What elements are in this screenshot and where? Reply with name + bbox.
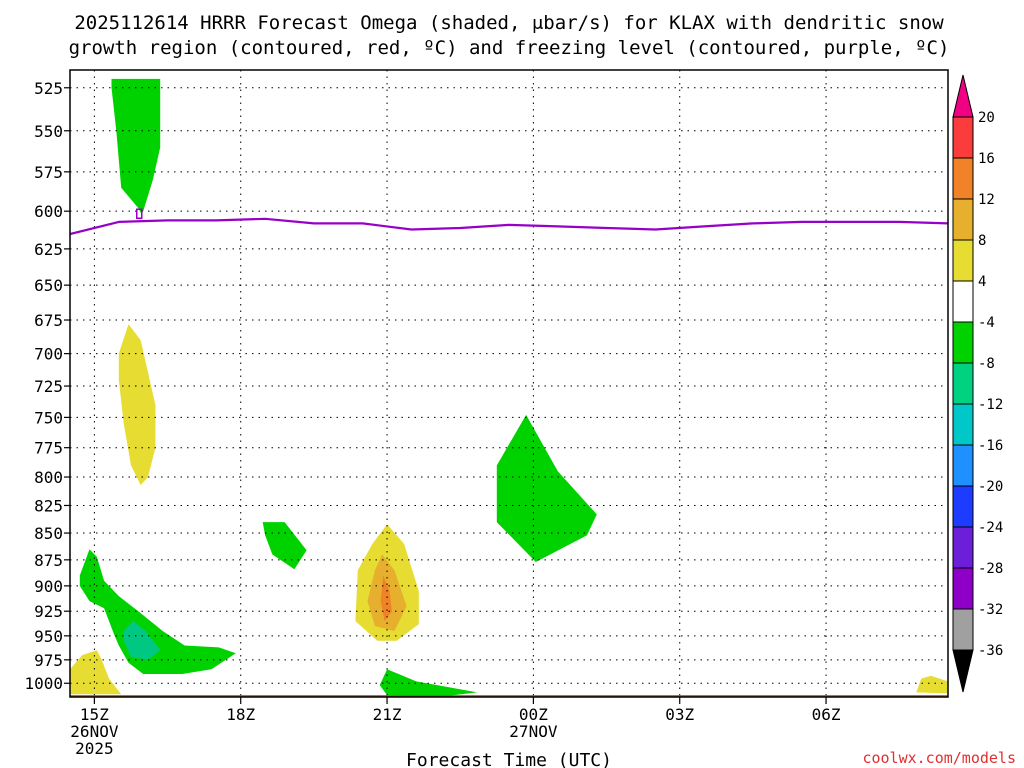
x-axis-label: Forecast Time (UTC) xyxy=(406,750,612,768)
omega-region-evening-sinking-strong xyxy=(380,575,392,622)
x-tick-label: 2025 xyxy=(75,739,114,758)
y-tick-label: 775 xyxy=(34,439,63,458)
omega-region-surface-sinking-w xyxy=(70,650,122,695)
y-tick-label: 625 xyxy=(34,240,63,259)
y-tick-label: 525 xyxy=(34,79,63,98)
x-tick-label: 18Z xyxy=(226,705,255,724)
y-tick-label: 975 xyxy=(34,651,63,670)
chart-title-line-1: 2025112614 HRRR Forecast Omega (shaded, … xyxy=(74,12,944,34)
omega-region-mid-sinking xyxy=(118,324,156,486)
omega-region-upper-ascent xyxy=(111,78,161,213)
colorbar-bin xyxy=(952,567,974,610)
y-tick-label: 825 xyxy=(34,496,63,515)
site-credit[interactable]: coolwx.com/models xyxy=(862,749,1016,767)
y-tick-label: 650 xyxy=(34,276,63,295)
colorbar-bin xyxy=(952,321,974,364)
omega-region-low-ascent-core xyxy=(123,621,161,660)
y-tick-label: 900 xyxy=(34,577,63,596)
chart-title-line-2: growth region (contoured, red, ºC) and f… xyxy=(69,37,950,59)
ground-surface xyxy=(70,695,948,697)
colorbar-bin xyxy=(952,239,974,282)
colorbar-tick-label: 8 xyxy=(978,233,986,249)
y-tick-label: 700 xyxy=(34,345,63,364)
y-tick-label: 575 xyxy=(34,163,63,182)
colorbar-min-triangle xyxy=(952,649,974,693)
colorbar-max-triangle xyxy=(952,74,974,118)
x-tick-label: 03Z xyxy=(665,705,694,724)
colorbar-bin xyxy=(952,485,974,528)
y-tick-label: 800 xyxy=(34,468,63,487)
plot-area xyxy=(70,70,948,697)
x-tick-label: 26NOV xyxy=(70,722,119,741)
y-tick-label: 875 xyxy=(34,551,63,570)
colorbar-tick-label: 12 xyxy=(978,192,995,208)
plot-frame xyxy=(69,69,949,698)
x-tick-label: 27NOV xyxy=(509,722,558,741)
omega-region-overnight-ascent xyxy=(496,414,597,562)
plot-content xyxy=(70,70,948,697)
colorbar-tick-label: -28 xyxy=(978,561,1003,577)
colorbar-bin xyxy=(952,280,974,323)
omega-region-isolated-ascent xyxy=(262,522,307,570)
y-tick-label: 950 xyxy=(34,627,63,646)
colorbar-bin xyxy=(952,444,974,487)
x-tick-label: 06Z xyxy=(812,705,841,724)
omega-region-surface-ascent xyxy=(379,669,478,697)
colorbar-tick-label: -32 xyxy=(978,602,1003,618)
x-tick-label: 15Z xyxy=(80,705,109,724)
colorbar-bin xyxy=(952,157,974,200)
colorbar-tick-label: 20 xyxy=(978,110,995,126)
y-tick-label: 550 xyxy=(34,122,63,141)
omega-region-low-ascent-sw xyxy=(79,549,236,674)
freezing-level-line xyxy=(70,217,948,236)
y-tick-label: 750 xyxy=(34,408,63,427)
y-tick-label: 725 xyxy=(34,377,63,396)
y-tick-label: 850 xyxy=(34,524,63,543)
y-tick-label: 1000 xyxy=(24,674,63,693)
colorbar-tick-label: -36 xyxy=(978,643,1003,659)
colorbar-tick-label: 4 xyxy=(978,274,986,290)
colorbar-tick-label: -16 xyxy=(978,438,1003,454)
freezing-level-marker xyxy=(136,208,143,219)
colorbar-bin xyxy=(952,116,974,159)
colorbar-tick-label: 16 xyxy=(978,151,995,167)
colorbar-bin xyxy=(952,362,974,405)
colorbar: 20 16 12 8 4 -4 -8 -12 -16 -20 -24 -28 -32 -36 xyxy=(952,74,1003,693)
colorbar-bin xyxy=(952,198,974,241)
x-tick-label: 00Z xyxy=(519,705,548,724)
colorbar-bin xyxy=(952,403,974,446)
colorbar-tick-label: -8 xyxy=(978,356,995,372)
y-tick-label: 925 xyxy=(34,602,63,621)
colorbar-tick-label: -4 xyxy=(978,315,995,331)
colorbar-tick-label: -24 xyxy=(978,520,1003,536)
y-axis: 525 550 575 600 625 650 675 700 725 750 775 800 825 8… xyxy=(24,79,70,693)
y-tick-label: 675 xyxy=(34,311,63,330)
colorbar-bin xyxy=(952,526,974,569)
colorbar-tick-label: -12 xyxy=(978,397,1003,413)
colorbar-bin xyxy=(952,608,974,651)
colorbar-tick-label: -20 xyxy=(978,479,1003,495)
y-tick-label: 600 xyxy=(34,202,63,221)
x-tick-label: 21Z xyxy=(373,705,402,724)
omega-region-surface-sinking-e xyxy=(916,675,948,694)
